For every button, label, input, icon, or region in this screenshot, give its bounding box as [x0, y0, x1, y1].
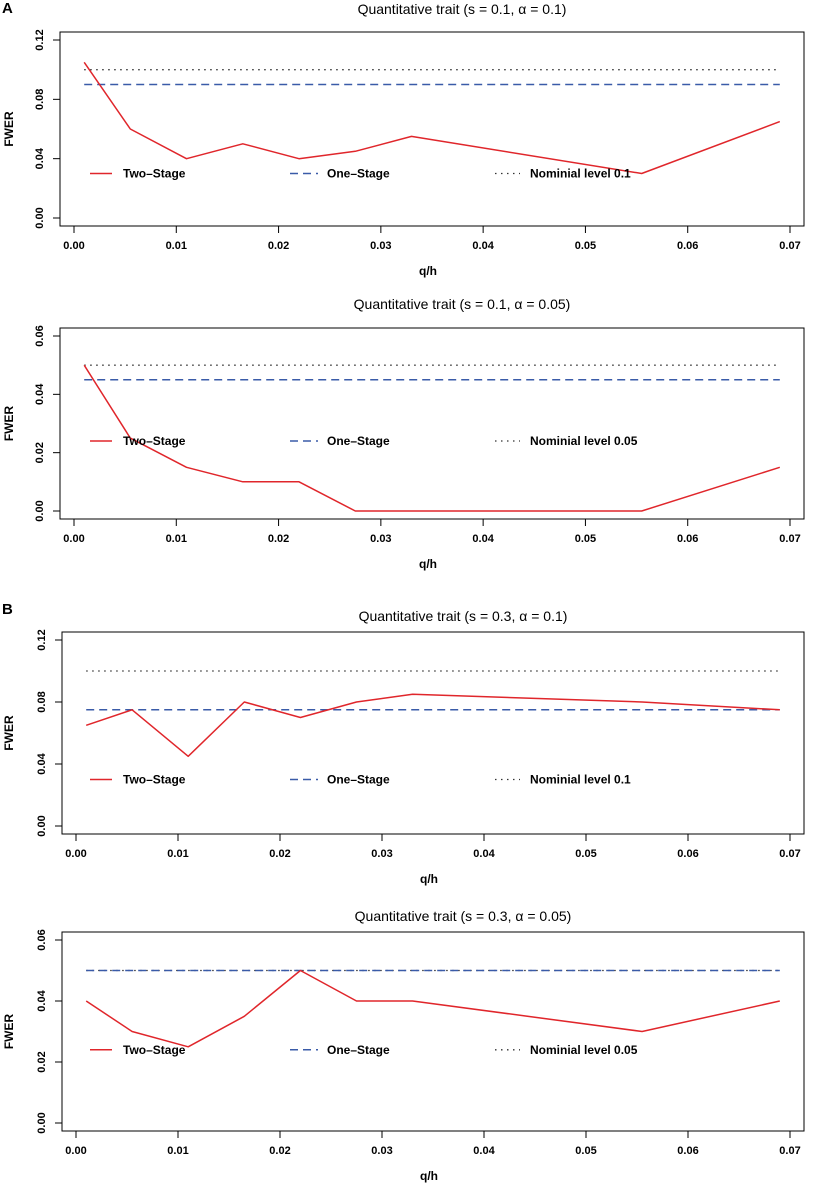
legend-label: Nominial level 0.05 — [530, 1043, 638, 1057]
x-tick-label: 0.01 — [166, 240, 187, 252]
y-tick-label: 0.12 — [34, 29, 46, 50]
x-tick-label: 0.02 — [269, 1145, 290, 1157]
plot-frame — [59, 327, 805, 520]
y-tick-label: 0.00 — [34, 207, 46, 228]
x-tick-label: 0.02 — [269, 848, 290, 860]
legend-label: Nominial level 0.1 — [530, 167, 631, 181]
x-tick-label: 0.03 — [370, 240, 391, 252]
chart-panel-4: Quantitative trait (s = 0.3, α = 0.05) 0.… — [2, 908, 805, 1183]
x-tick-label: 0.07 — [779, 240, 800, 252]
y-tick-label: 0.04 — [34, 383, 46, 405]
chart-panel-2: Quantitative trait (s = 0.1, α = 0.05) 0.… — [2, 296, 805, 571]
x-axis-label: q/h — [419, 264, 437, 278]
series-line-solid — [83, 61, 781, 175]
y-tick-label: 0.02 — [36, 1051, 48, 1072]
x-tick-label: 0.01 — [166, 533, 187, 545]
x-tick-label: 0.05 — [575, 240, 596, 252]
chart-title: Quantitative trait (s = 0.3, α = 0.1) — [359, 608, 568, 624]
legend-label: One–Stage — [327, 167, 390, 181]
y-axis-label: FWER — [2, 406, 16, 442]
x-tick-label: 0.04 — [472, 533, 494, 545]
x-tick-label: 0.04 — [473, 1145, 495, 1157]
plot-frame — [59, 31, 805, 227]
y-tick-label: 0.12 — [36, 629, 48, 650]
x-axis-label: q/h — [419, 557, 437, 571]
x-tick-label: 0.02 — [268, 533, 289, 545]
x-tick-label: 0.00 — [63, 240, 84, 252]
x-tick-label: 0.05 — [575, 1145, 596, 1157]
plot-frame — [61, 631, 805, 835]
y-axis-label: FWER — [2, 111, 16, 147]
x-tick-label: 0.00 — [63, 533, 84, 545]
chart-panel-3: Quantitative trait (s = 0.3, α = 0.1) 0.0… — [2, 608, 805, 886]
x-tick-label: 0.03 — [371, 848, 392, 860]
x-axis-label: q/h — [420, 872, 438, 886]
y-tick-label: 0.00 — [34, 500, 46, 521]
plot-frame — [61, 931, 805, 1132]
legend-label: Nominial level 0.1 — [530, 773, 631, 787]
y-tick-label: 0.08 — [34, 89, 46, 110]
panel-label-a: A — [2, 0, 13, 17]
legend-label: Two–Stage — [123, 434, 186, 448]
x-tick-label: 0.00 — [65, 1145, 86, 1157]
y-tick-label: 0.06 — [36, 929, 48, 950]
series-line-solid — [83, 364, 781, 512]
x-tick-label: 0.00 — [65, 848, 86, 860]
x-axis-label: q/h — [420, 1169, 438, 1183]
chart-title: Quantitative trait (s = 0.3, α = 0.05) — [355, 908, 572, 924]
x-tick-label: 0.07 — [779, 848, 800, 860]
y-tick-label: 0.04 — [36, 989, 48, 1011]
legend-label: Two–Stage — [123, 167, 186, 181]
series-line-solid — [85, 693, 780, 758]
y-tick-label: 0.08 — [36, 691, 48, 712]
legend-label: One–Stage — [327, 434, 390, 448]
x-tick-label: 0.05 — [575, 848, 596, 860]
y-tick-label: 0.00 — [36, 815, 48, 836]
x-tick-label: 0.07 — [779, 1145, 800, 1157]
y-tick-label: 0.06 — [34, 325, 46, 346]
series-line-solid — [85, 969, 780, 1048]
x-tick-label: 0.06 — [677, 848, 698, 860]
x-tick-label: 0.06 — [677, 240, 698, 252]
legend-label: Nominial level 0.05 — [530, 434, 638, 448]
y-axis-label: FWER — [2, 715, 16, 751]
chart-title: Quantitative trait (s = 0.1, α = 0.1) — [358, 1, 567, 17]
legend-label: One–Stage — [327, 773, 390, 787]
x-tick-label: 0.01 — [167, 848, 188, 860]
y-tick-label: 0.00 — [36, 1112, 48, 1133]
x-tick-label: 0.04 — [473, 848, 495, 860]
x-tick-label: 0.06 — [677, 533, 698, 545]
x-tick-label: 0.01 — [167, 1145, 188, 1157]
x-tick-label: 0.05 — [575, 533, 596, 545]
x-tick-label: 0.03 — [371, 1145, 392, 1157]
legend-label: Two–Stage — [123, 773, 186, 787]
x-tick-label: 0.06 — [677, 1145, 698, 1157]
chart-panel-1: Quantitative trait (s = 0.1, α = 0.1) 0.0… — [2, 1, 805, 278]
legend-label: Two–Stage — [123, 1043, 186, 1057]
x-tick-label: 0.03 — [370, 533, 391, 545]
x-tick-label: 0.04 — [472, 240, 494, 252]
y-tick-label: 0.04 — [36, 752, 48, 774]
y-tick-label: 0.04 — [34, 147, 46, 169]
y-tick-label: 0.02 — [34, 442, 46, 463]
x-tick-label: 0.07 — [779, 533, 800, 545]
y-axis-label: FWER — [2, 1014, 16, 1050]
panel-label-b: B — [2, 601, 13, 618]
x-tick-label: 0.02 — [268, 240, 289, 252]
chart-title: Quantitative trait (s = 0.1, α = 0.05) — [354, 296, 571, 312]
legend-label: One–Stage — [327, 1043, 390, 1057]
